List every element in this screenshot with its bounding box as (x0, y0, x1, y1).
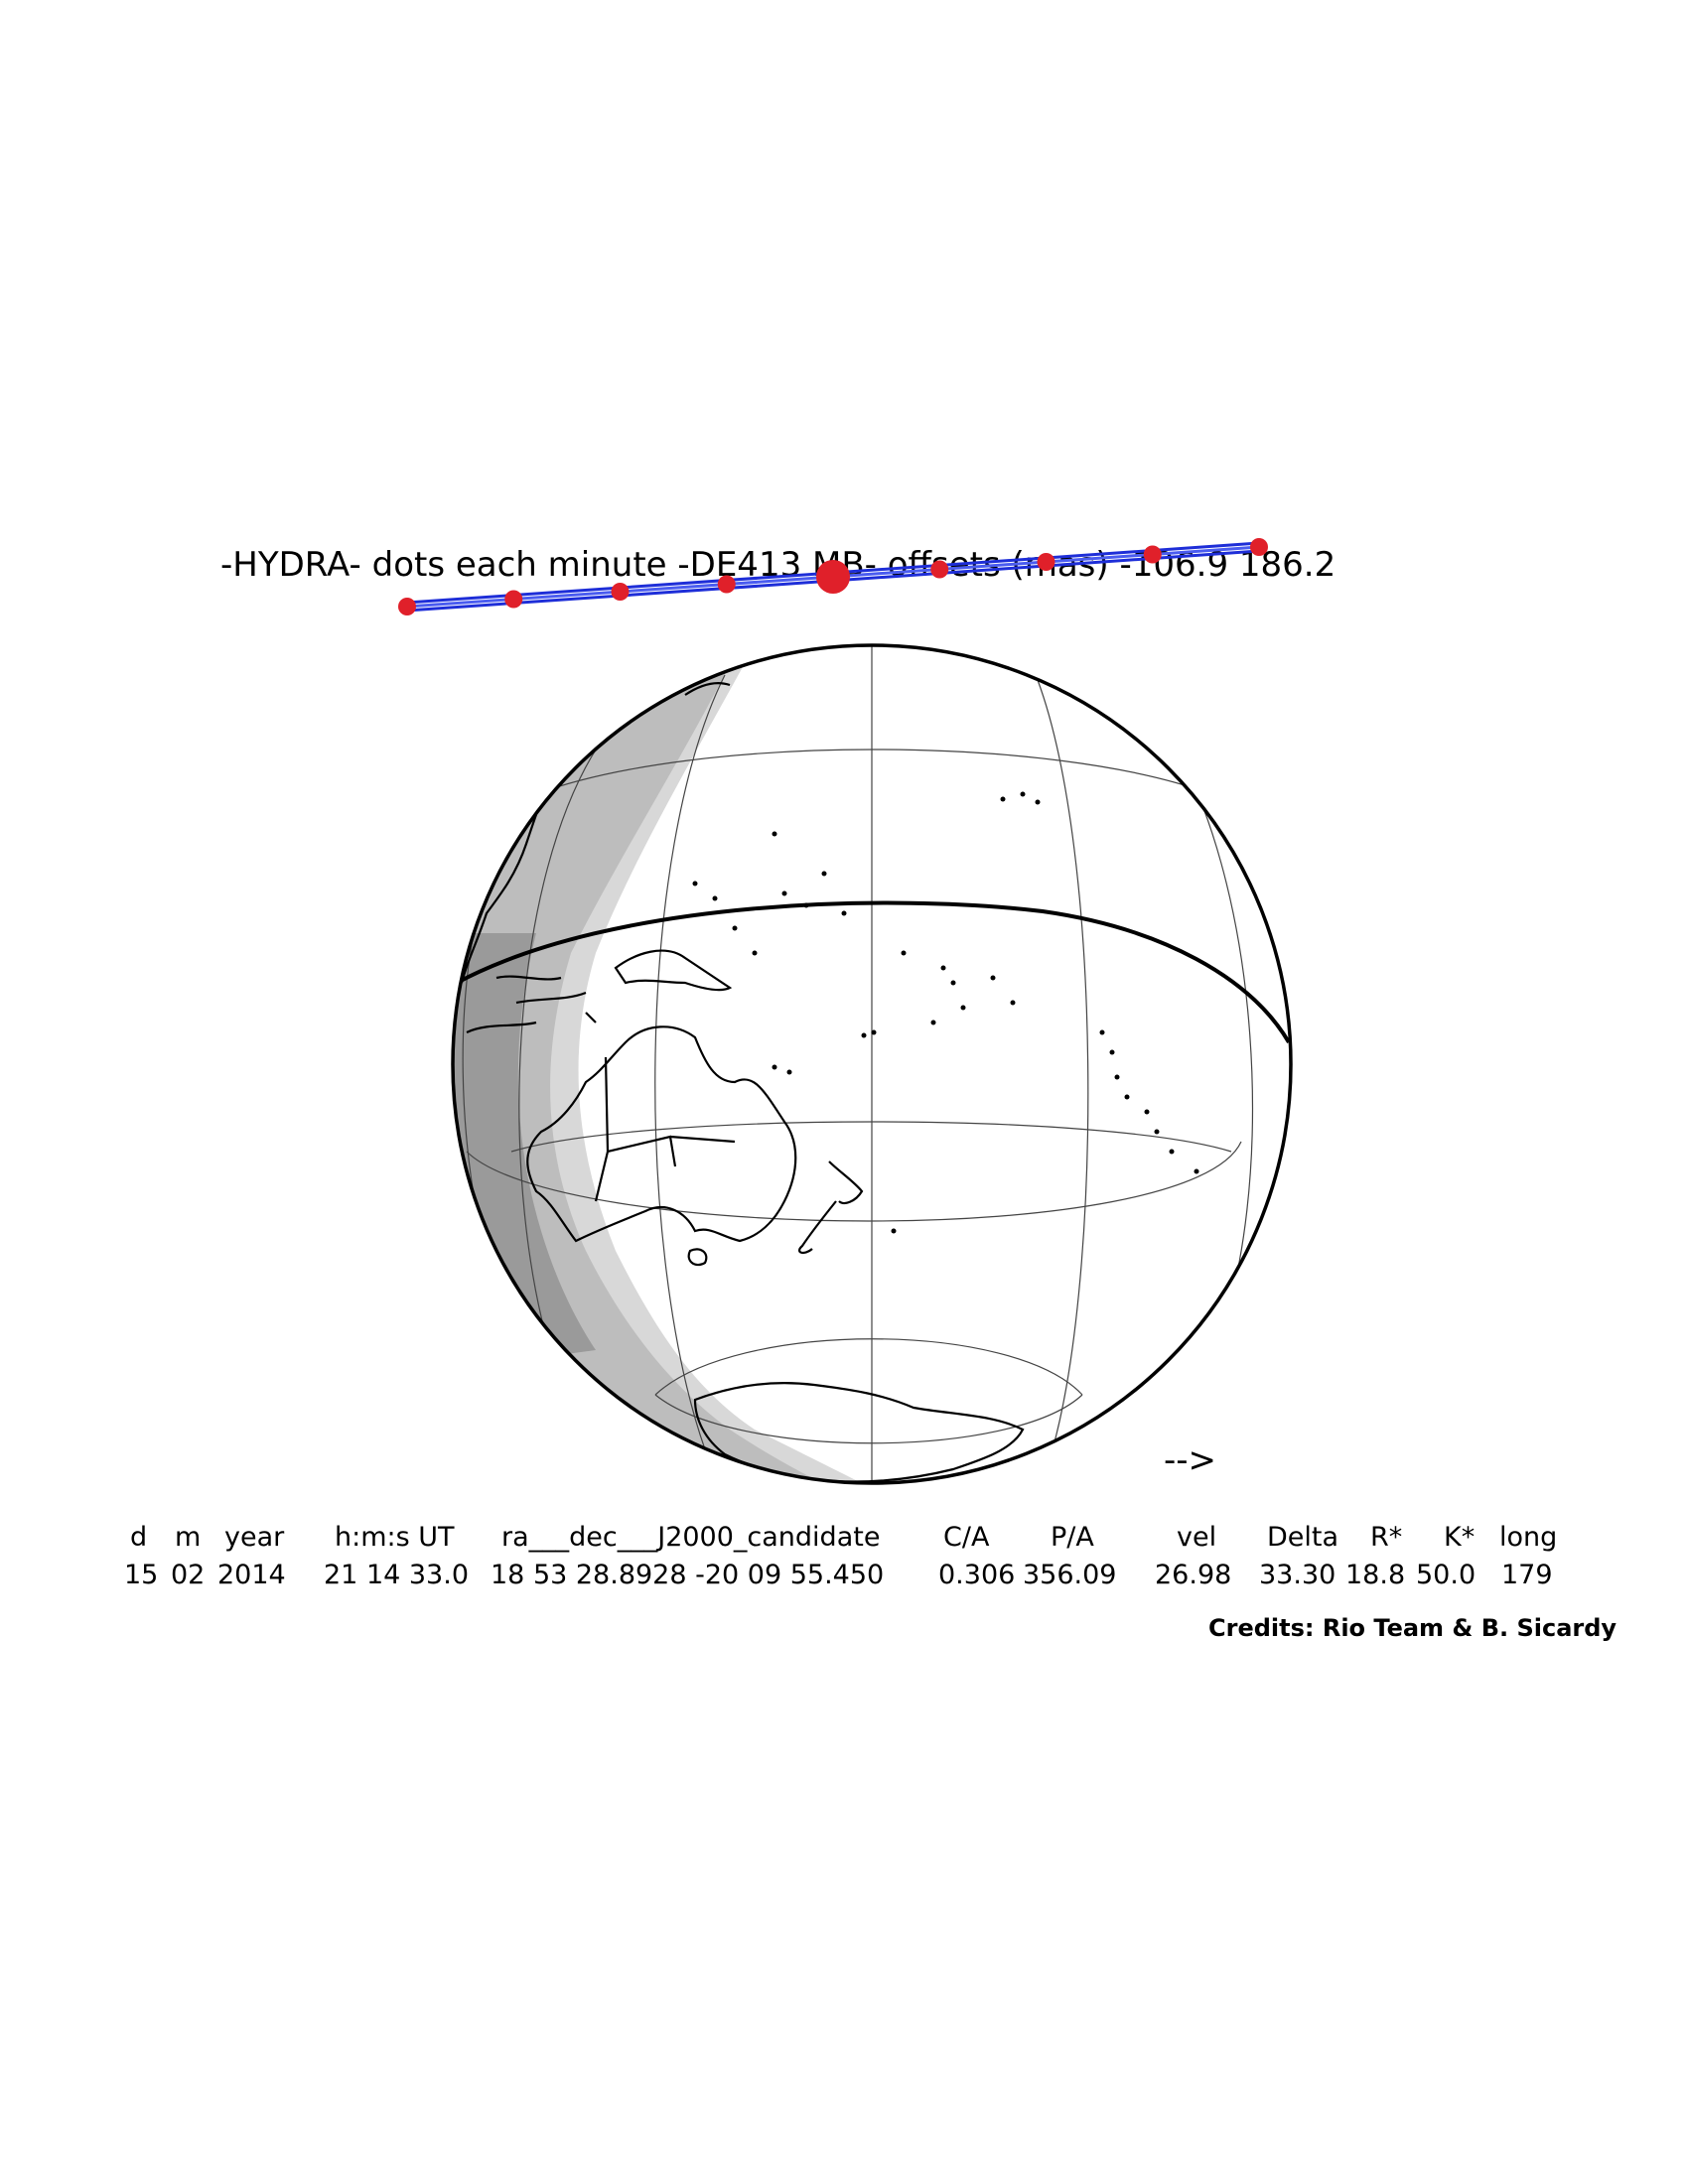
minute-dot (398, 598, 416, 615)
value-vel: 26.98 (1155, 1560, 1231, 1590)
header-hms: h:m:s UT (335, 1522, 455, 1553)
minute-dot (1250, 538, 1268, 556)
new-zealand-outline (797, 1160, 864, 1255)
pacific-islands (692, 791, 1199, 1234)
value-pa: 356.09 (1023, 1560, 1116, 1590)
minute-dot (717, 575, 736, 594)
tasmania-outline (687, 1248, 708, 1267)
value-hms: 21 14 33.0 (324, 1560, 469, 1590)
indonesia-outline (466, 975, 597, 1033)
globe (451, 643, 1293, 1485)
value-year: 2014 (217, 1560, 286, 1590)
value-rstar: 18.8 (1345, 1560, 1405, 1590)
value-d: 15 (124, 1560, 158, 1590)
value-m: 02 (171, 1560, 205, 1590)
header-long: long (1499, 1522, 1557, 1553)
shadow-path (398, 538, 1268, 615)
map-title: -HYDRA- dots each minute -DE413 MB- offs… (220, 545, 1336, 585)
japan-outline (684, 681, 731, 696)
value-ca: 0.306 (938, 1560, 1015, 1590)
night-zone (453, 933, 596, 1390)
australia-outline (526, 1025, 797, 1243)
header-ca: C/A (943, 1522, 990, 1553)
header-d: d (130, 1522, 147, 1553)
australia-state-lines (594, 1056, 736, 1202)
graticule (462, 645, 1254, 1483)
minute-dot (930, 560, 949, 579)
equator (456, 900, 1291, 1044)
value-radec: 18 53 28.8928 -20 09 55.450 (491, 1560, 884, 1590)
new-guinea-outline (614, 949, 733, 992)
header-vel: vel (1177, 1522, 1216, 1553)
header-radec: ra___dec___J2000_candidate (501, 1522, 880, 1553)
header-m: m (175, 1522, 201, 1553)
header-kstar: K* (1444, 1522, 1475, 1553)
minute-dot (1037, 553, 1055, 571)
direction-arrow: --> (1164, 1440, 1216, 1480)
header-rstar: R* (1370, 1522, 1402, 1553)
value-long: 179 (1501, 1560, 1553, 1590)
value-delta: 33.30 (1259, 1560, 1336, 1590)
header-year: year (224, 1522, 285, 1553)
minute-dot (504, 590, 523, 609)
header-delta: Delta (1267, 1522, 1338, 1553)
credits: Credits: Rio Team & B. Sicardy (1208, 1614, 1617, 1642)
header-pa: P/A (1051, 1522, 1094, 1553)
minute-dot (611, 583, 630, 601)
central-instant-dot (816, 560, 850, 594)
value-kstar: 50.0 (1416, 1560, 1476, 1590)
night-shading (453, 645, 874, 1483)
minute-dot (1143, 545, 1162, 564)
event-table: d m year h:m:s UT ra___dec___J2000_candi… (124, 1522, 1557, 1590)
